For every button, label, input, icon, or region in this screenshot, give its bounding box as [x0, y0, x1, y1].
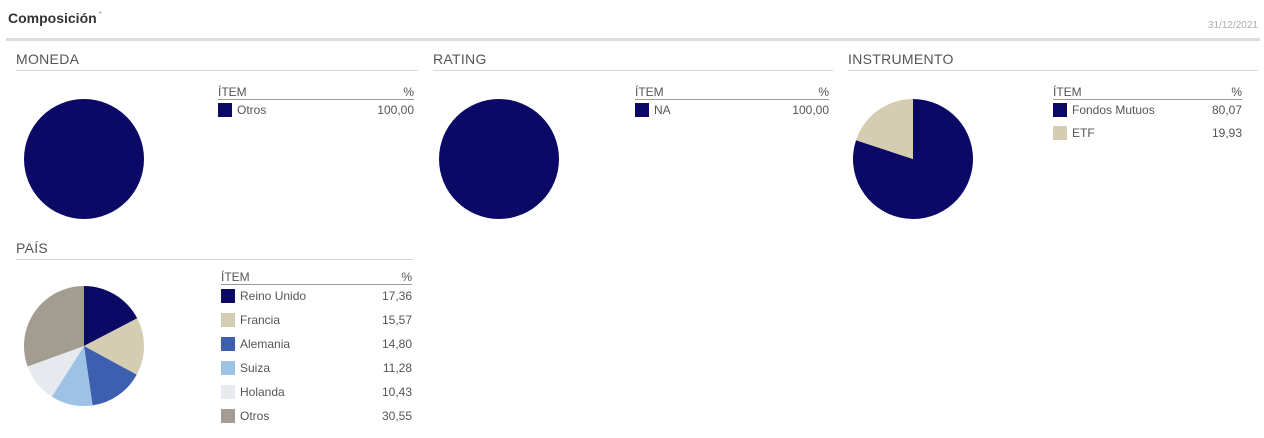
legend-header-percent: % — [818, 85, 829, 99]
legend-label: Otros — [240, 409, 270, 423]
pais-slice-reino-unido[interactable] — [84, 286, 138, 346]
instrumento-panel-divider — [848, 70, 1258, 71]
pais-slice-francia[interactable] — [84, 318, 145, 375]
rating-pie-chart — [439, 99, 559, 219]
legend-value: 80,07 — [1211, 103, 1242, 117]
pais-pie-chart — [23, 286, 145, 406]
pais-panel-divider — [16, 259, 413, 260]
legend-value: 11,28 — [382, 361, 412, 375]
page-title: Composición * — [8, 10, 102, 26]
legend-swatch — [1053, 103, 1067, 117]
pais-slice-otros[interactable] — [23, 286, 85, 367]
legend-swatch — [221, 313, 235, 327]
legend-label: Otros — [237, 103, 267, 117]
pais-legend-row-alemania: Alemania 14,80 — [221, 337, 412, 353]
legend-value: 100,00 — [377, 103, 414, 117]
pais-legend-row-holanda: Holanda 10,43 — [221, 385, 412, 401]
pais-slice-alemania[interactable] — [84, 346, 137, 406]
moneda-panel-divider — [16, 70, 418, 71]
legend-label: Suiza — [240, 361, 271, 375]
legend-value: 19,93 — [1211, 126, 1242, 140]
title-footnote-mark: * — [98, 10, 102, 20]
pais-legend-row-suiza: Suiza 11,28 — [221, 361, 412, 377]
rating-legend-header: ÍTEM% — [635, 84, 829, 100]
legend-value: 30,55 — [381, 409, 412, 423]
rating-slice-na[interactable] — [439, 99, 559, 219]
moneda-legend-header: ÍTEM% — [218, 84, 414, 100]
legend-swatch — [635, 103, 649, 117]
instrumento-pie-chart — [853, 99, 973, 219]
legend-header-percent: % — [403, 85, 414, 99]
legend-swatch — [221, 385, 235, 399]
legend-label: Francia — [240, 313, 281, 327]
legend-header-item: ÍTEM — [221, 270, 250, 284]
rating-panel-divider — [433, 70, 833, 71]
legend-value: 100,00 — [792, 103, 829, 117]
rating-panel-title: RATING — [433, 51, 487, 67]
legend-swatch — [221, 337, 235, 351]
legend-value: 15,57 — [381, 313, 412, 327]
legend-value: 10,43 — [381, 385, 412, 399]
legend-label: Fondos Mutuos — [1072, 103, 1155, 117]
legend-label: Holanda — [240, 385, 285, 399]
legend-header-percent: % — [1231, 85, 1242, 99]
legend-label: NA — [654, 103, 671, 117]
legend-value: 14,80 — [381, 337, 412, 351]
pais-legend-row-otros: Otros 30,55 — [221, 409, 412, 425]
legend-value: 17,36 — [381, 289, 412, 303]
legend-header-item: ÍTEM — [1053, 85, 1082, 99]
instrumento-legend-header: ÍTEM% — [1053, 84, 1242, 100]
report-date: 31/12/2021 — [1207, 20, 1258, 31]
legend-swatch — [1053, 126, 1067, 140]
page-title-text: Composición — [8, 10, 97, 26]
pais-slice-holanda[interactable] — [27, 346, 84, 397]
legend-swatch — [221, 361, 235, 375]
instrumento-legend-row-etf: ETF 19,93 — [1053, 126, 1242, 142]
moneda-panel-title: MONEDA — [16, 51, 80, 67]
pais-panel-title: PAÍS — [16, 240, 49, 256]
title-divider — [6, 38, 1260, 41]
pais-slice-suiza[interactable] — [51, 346, 93, 406]
instrumento-panel-title: INSTRUMENTO — [848, 51, 954, 67]
moneda-legend-row-otros: Otros 100,00 — [218, 103, 414, 119]
legend-header-percent: % — [401, 270, 412, 284]
legend-swatch — [221, 409, 235, 423]
instrumento-legend-row-fondos-mutuos: Fondos Mutuos 80,07 — [1053, 103, 1242, 119]
legend-header-item: ÍTEM — [635, 85, 664, 99]
legend-label: ETF — [1072, 126, 1095, 140]
rating-legend-row-na: NA 100,00 — [635, 103, 829, 119]
instrumento-slice-etf[interactable] — [856, 99, 913, 159]
pais-legend-header: ÍTEM% — [221, 269, 412, 285]
moneda-pie-chart — [24, 99, 144, 219]
legend-swatch — [221, 289, 235, 303]
legend-label: Reino Unido — [240, 289, 307, 303]
legend-label: Alemania — [240, 337, 291, 351]
legend-header-item: ÍTEM — [218, 85, 247, 99]
moneda-slice-otros[interactable] — [24, 99, 144, 219]
pais-legend-row-francia: Francia 15,57 — [221, 313, 412, 329]
pais-legend-row-reino-unido: Reino Unido 17,36 — [221, 289, 412, 305]
legend-swatch — [218, 103, 232, 117]
